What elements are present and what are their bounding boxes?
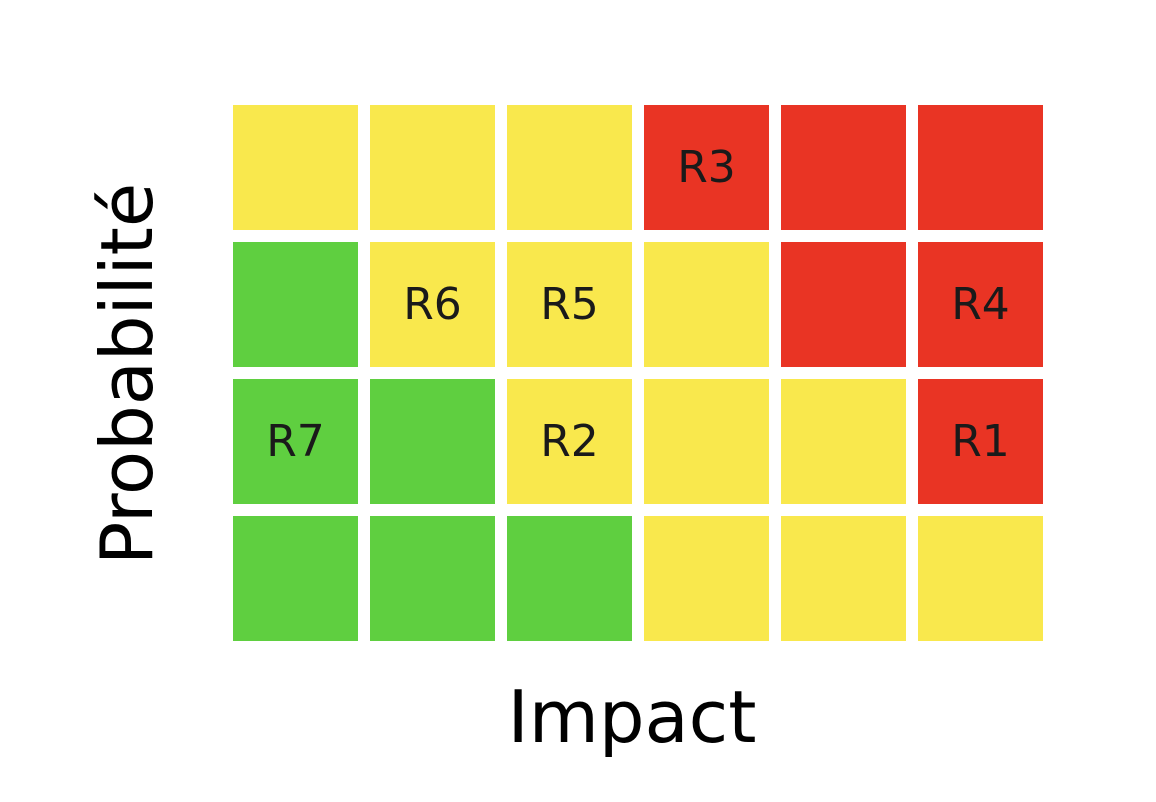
- risk-label-r3: R3: [677, 142, 736, 193]
- risk-label-r2: R2: [540, 416, 599, 467]
- matrix-cell-r4-c6: [918, 516, 1043, 641]
- matrix-cell-r3-c5: [781, 379, 906, 504]
- risk-labels: R1 R2 R3 R4 R5 R6 R7: [266, 142, 1010, 467]
- matrix-cell-r2-c2: [370, 242, 495, 367]
- matrix-cell-r2-c3: [507, 242, 632, 367]
- matrix-cell-r3-c1: [233, 379, 358, 504]
- matrix-cell-r2-c6: [918, 242, 1043, 367]
- matrix-cell-r1-c3: [507, 105, 632, 230]
- risk-label-r5: R5: [540, 279, 599, 330]
- x-axis-label: Impact: [507, 675, 756, 759]
- matrix-cell-r3-c2: [370, 379, 495, 504]
- matrix-cell-r1-c2: [370, 105, 495, 230]
- y-axis-label: Probabilité: [85, 183, 169, 565]
- matrix-cell-r1-c1: [233, 105, 358, 230]
- risk-label-r6: R6: [403, 279, 462, 330]
- matrix-cell-r2-c4: [644, 242, 769, 367]
- matrix-cell-r2-c5: [781, 242, 906, 367]
- risk-label-r4: R4: [951, 279, 1010, 330]
- matrix-cell-r3-c4: [644, 379, 769, 504]
- matrix-cell-r4-c2: [370, 516, 495, 641]
- matrix-cell-r1-c4: [644, 105, 769, 230]
- matrix-cell-r1-c5: [781, 105, 906, 230]
- matrix-cell-r4-c3: [507, 516, 632, 641]
- matrix-cell-r4-c1: [233, 516, 358, 641]
- risk-label-r1: R1: [951, 416, 1010, 467]
- matrix-cell-r1-c6: [918, 105, 1043, 230]
- matrix-cell-r4-c4: [644, 516, 769, 641]
- matrix-cell-r3-c3: [507, 379, 632, 504]
- matrix-cell-r3-c6: [918, 379, 1043, 504]
- matrix-cells: [233, 105, 1043, 641]
- risk-label-r7: R7: [266, 416, 325, 467]
- matrix-cell-r2-c1: [233, 242, 358, 367]
- matrix-cell-r4-c5: [781, 516, 906, 641]
